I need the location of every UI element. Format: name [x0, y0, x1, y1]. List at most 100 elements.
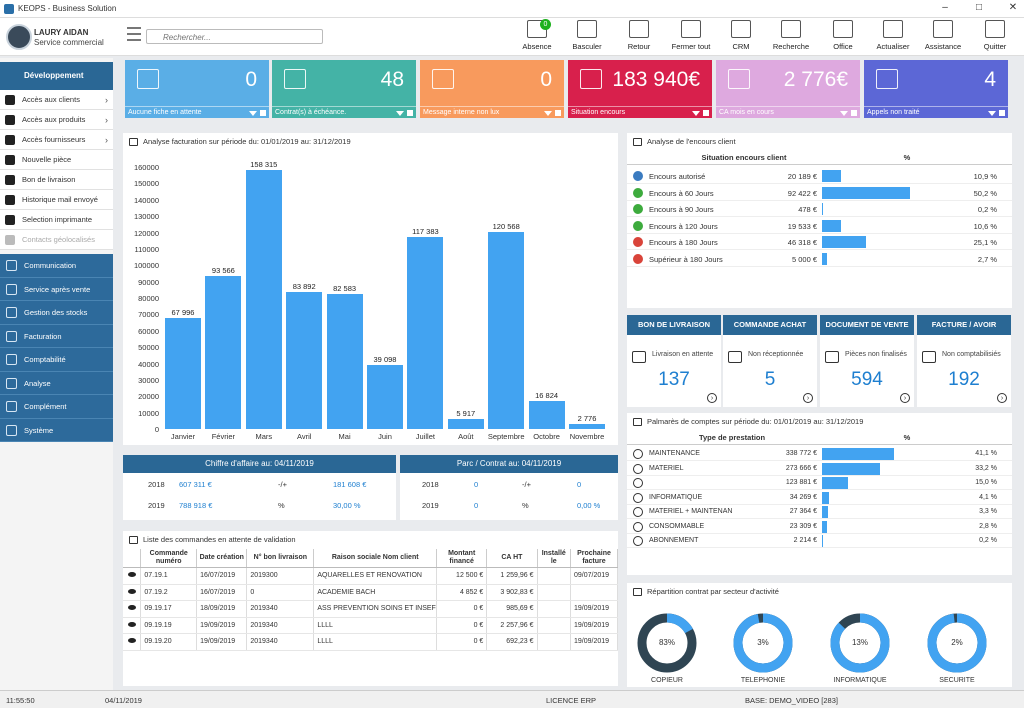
dropdown-icon[interactable]: [840, 111, 848, 116]
donut-chart-copieur[interactable]: 83%: [636, 612, 698, 674]
eye-icon[interactable]: [127, 621, 136, 627]
palmares-row[interactable]: 123 881 € 15,0 %: [627, 476, 1012, 490]
sidebar-item-selection-imprimante[interactable]: Selection imprimante: [0, 210, 113, 230]
eye-icon[interactable]: [127, 638, 136, 644]
table-row[interactable]: 09.19.19 19/09/2019 2019340 LLLL 0 €2 257,96…: [123, 617, 619, 634]
bar[interactable]: [205, 275, 242, 429]
sidebar-section-service-apres-vente[interactable]: Service après vente: [0, 277, 113, 301]
toolbar-button-office[interactable]: Office: [818, 20, 868, 56]
radio-icon[interactable]: [633, 463, 643, 474]
kpi-tile[interactable]: 183 940€ Situation encours: [568, 60, 712, 118]
encours-row[interactable]: Encours à 180 Jours 46 318 € 25,1 %: [627, 234, 1012, 250]
kpi-tile[interactable]: 2 776€ CA mois en cours: [716, 60, 860, 118]
sidebar-section-gestion-des-stocks[interactable]: Gestion des stocks: [0, 301, 113, 325]
toolbar-button-recherche[interactable]: Recherche: [766, 20, 816, 56]
sidebar-item-acces-fournisseurs[interactable]: Accès fournisseurs ›: [0, 130, 113, 150]
donut-chart-informatique[interactable]: 13%: [829, 612, 891, 674]
toolbar-button-basculer[interactable]: Basculer: [562, 20, 612, 56]
avatar[interactable]: [6, 24, 32, 50]
bar[interactable]: [569, 424, 605, 429]
table-row[interactable]: 09.19.17 18/09/2019 2019340 ASS PREVENTION …: [123, 600, 619, 618]
table-row[interactable]: 09.19.20 19/09/2019 2019340 LLLL 0 €692,23 €…: [123, 633, 619, 651]
row-view-cell[interactable]: [123, 567, 142, 585]
search-input[interactable]: [146, 29, 323, 44]
bar[interactable]: [245, 169, 282, 429]
kpi-tile[interactable]: 4 Appels non traité: [864, 60, 1008, 118]
palmares-row[interactable]: INFORMATIQUE 34 269 € 4,1 %: [627, 491, 1012, 505]
toolbar-button-absence[interactable]: Absence: [512, 20, 562, 56]
row-view-cell[interactable]: [123, 633, 142, 651]
encours-row[interactable]: Encours à 60 Jours 92 422 € 50,2 %: [627, 185, 1012, 201]
summary-card-facture-avoir[interactable]: FACTURE / AVOIR Non comptabilisiés 192 ›: [917, 315, 1011, 407]
encours-row[interactable]: Encours à 120 Jours 19 533 € 10,6 %: [627, 218, 1012, 234]
arrow-right-icon[interactable]: ›: [997, 393, 1007, 403]
row-view-cell[interactable]: [123, 617, 142, 634]
toolbar-button-quitter[interactable]: Quitter: [970, 20, 1020, 56]
summary-card-commande-achat[interactable]: COMMANDE ACHAT Non réceptionnée 5 ›: [723, 315, 817, 407]
row-view-cell[interactable]: [123, 584, 142, 601]
arrow-right-icon[interactable]: ›: [707, 393, 717, 403]
encours-row[interactable]: Encours autorisé 20 189 € 10,9 %: [627, 168, 1012, 184]
sidebar-section-complement[interactable]: Complément: [0, 395, 113, 419]
radio-icon[interactable]: [633, 521, 643, 532]
arrow-right-icon[interactable]: ›: [803, 393, 813, 403]
sidebar-section-developpement[interactable]: Développement: [0, 62, 113, 90]
kpi-tile[interactable]: 0 Aucune fiche en attente: [125, 60, 269, 118]
sidebar-item-acces-aux-clients[interactable]: Accès aux clients ›: [0, 90, 113, 110]
bar[interactable]: [447, 419, 484, 429]
toolbar-button-assistance[interactable]: Assistance: [918, 20, 968, 56]
sidebar-item-nouvelle-piece[interactable]: Nouvelle pièce: [0, 150, 113, 170]
donut-chart-telephonie[interactable]: 3%: [732, 612, 794, 674]
kpi-tile[interactable]: 0 Message interne non lux: [420, 60, 564, 118]
radio-icon[interactable]: [633, 492, 643, 503]
dropdown-icon[interactable]: [249, 111, 257, 116]
sidebar-section-analyse[interactable]: Analyse: [0, 371, 113, 395]
bar[interactable]: [165, 317, 201, 429]
radio-icon[interactable]: [633, 478, 643, 488]
palmares-row[interactable]: MATERIEL + MAINTENAN 27 364 € 3,3 %: [627, 505, 1012, 519]
row-view-cell[interactable]: [123, 600, 142, 618]
palmares-row[interactable]: CONSOMMABLE 23 309 € 2,8 %: [627, 520, 1012, 534]
sidebar-section-communication[interactable]: Communication: [0, 254, 113, 278]
toolbar-button-crm[interactable]: CRM: [716, 20, 766, 56]
palmares-row[interactable]: ABONNEMENT 2 214 € 0,2 %: [627, 534, 1012, 548]
sidebar-item-contacts-geolocalises[interactable]: Contacts géolocalisés: [0, 230, 113, 250]
close-icon[interactable]: ✕: [1008, 2, 1018, 13]
bar[interactable]: [286, 291, 323, 429]
sidebar-section-comptabilite[interactable]: Comptabilité: [0, 348, 113, 372]
summary-card-bon-de-livraison[interactable]: BON DE LIVRAISON Livraison en attente 137 ›: [627, 315, 721, 407]
maximize-icon[interactable]: □: [975, 2, 983, 13]
minimize-icon[interactable]: –: [942, 2, 948, 13]
dropdown-icon[interactable]: [988, 111, 996, 116]
radio-icon[interactable]: [633, 536, 643, 546]
dropdown-icon[interactable]: [692, 111, 700, 116]
toolbar-button-actualiser[interactable]: Actualiser: [868, 20, 918, 56]
sidebar-section-facturation[interactable]: Facturation: [0, 324, 113, 348]
eye-icon[interactable]: [127, 572, 136, 578]
donut-chart-securite[interactable]: 2%: [926, 612, 988, 674]
toolbar-button-retour[interactable]: Retour: [614, 20, 664, 56]
summary-card-document-de-vente[interactable]: DOCUMENT DE VENTE Pièces non finalisés 594…: [820, 315, 914, 407]
radio-icon[interactable]: [633, 449, 643, 459]
sidebar-section-systeme[interactable]: Système: [0, 418, 113, 442]
encours-row[interactable]: Encours à 90 Jours 478 € 0,2 %: [627, 201, 1012, 217]
arrow-right-icon[interactable]: ›: [900, 393, 910, 403]
sidebar-item-acces-aux-produits[interactable]: Accès aux produits ›: [0, 110, 113, 130]
bar[interactable]: [326, 293, 363, 429]
bar[interactable]: [488, 231, 525, 429]
palmares-row[interactable]: MAINTENANCE 338 772 € 41,1 %: [627, 447, 1012, 461]
menu-icon[interactable]: [127, 27, 141, 41]
radio-icon[interactable]: [633, 507, 643, 517]
kpi-tile[interactable]: 48 Contrat(s) à échéance.: [272, 60, 416, 118]
toolbar-button-fermer-tout[interactable]: Fermer tout: [666, 20, 716, 56]
eye-icon[interactable]: [127, 588, 136, 594]
dropdown-icon[interactable]: [396, 111, 404, 116]
eye-icon[interactable]: [127, 605, 136, 611]
bar[interactable]: [367, 364, 403, 429]
table-row[interactable]: 07.19.1 16/07/2019 2019300 AQUARELLES ET RE…: [123, 567, 619, 585]
sidebar-item-bon-de-livraison[interactable]: Bon de livraison: [0, 170, 113, 190]
encours-row[interactable]: Supérieur à 180 Jours 5 000 € 2,7 %: [627, 251, 1012, 267]
palmares-row[interactable]: MATERIEL 273 666 € 33,2 %: [627, 462, 1012, 476]
table-row[interactable]: 07.19.2 16/07/2019 0 ACADEMIE BACH 4 852 €3 …: [123, 584, 619, 601]
bar[interactable]: [407, 236, 444, 429]
